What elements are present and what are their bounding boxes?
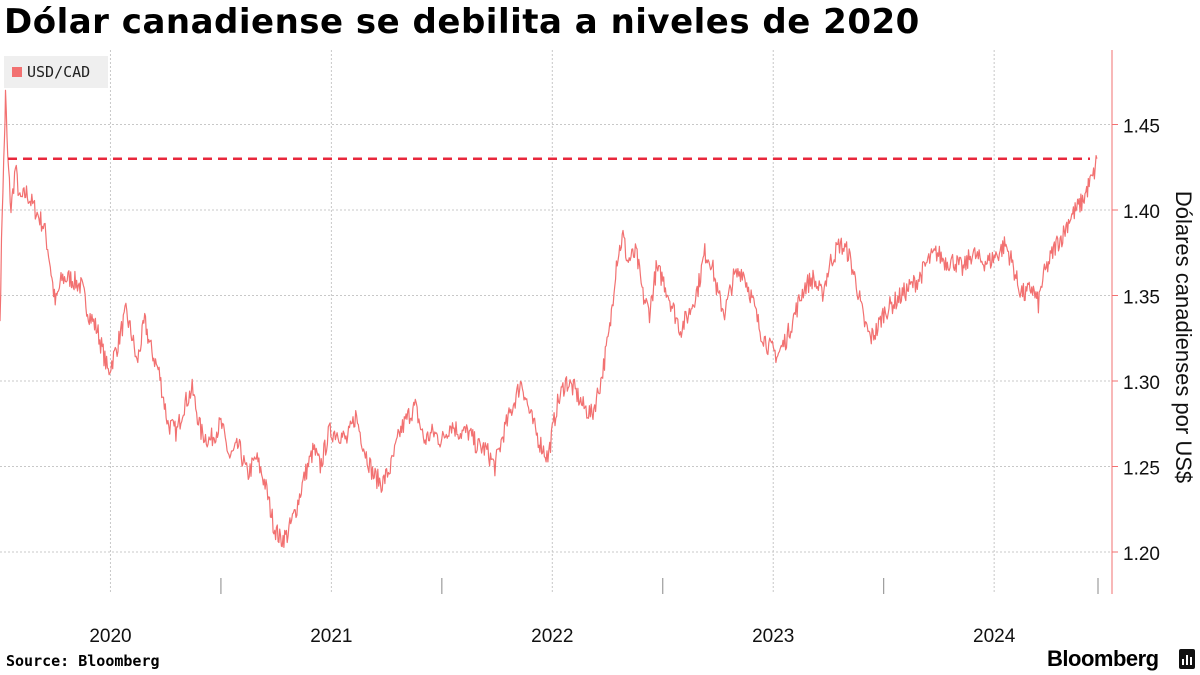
chart-title: Dólar canadiense se debilita a niveles d… — [4, 2, 920, 42]
legend-swatch — [12, 67, 22, 77]
y-tick-label: 1.45 — [1123, 117, 1160, 138]
bloomberg-chart-icon — [1179, 649, 1195, 669]
y-tick-label: 1.40 — [1123, 202, 1160, 223]
x-tick-label: 2020 — [89, 626, 131, 647]
y-axis-label: Dólares canadienses por US$ — [1171, 191, 1196, 483]
bloomberg-logo: Bloomberg — [1047, 646, 1159, 671]
legend: USD/CAD — [4, 56, 108, 88]
y-tick-label: 1.20 — [1123, 544, 1160, 565]
legend-label: USD/CAD — [27, 63, 91, 81]
x-tick-label: 2021 — [310, 626, 352, 647]
source-note: Source: Bloomberg — [6, 652, 160, 670]
y-tick-label: 1.25 — [1123, 459, 1160, 480]
x-tick-label: 2024 — [973, 626, 1016, 647]
x-tick-label: 2023 — [752, 626, 794, 647]
x-tick-label: 2022 — [531, 626, 573, 647]
usd-cad-series-line — [0, 89, 1098, 548]
y-tick-label: 1.35 — [1123, 288, 1160, 309]
y-tick-label: 1.30 — [1123, 373, 1160, 394]
